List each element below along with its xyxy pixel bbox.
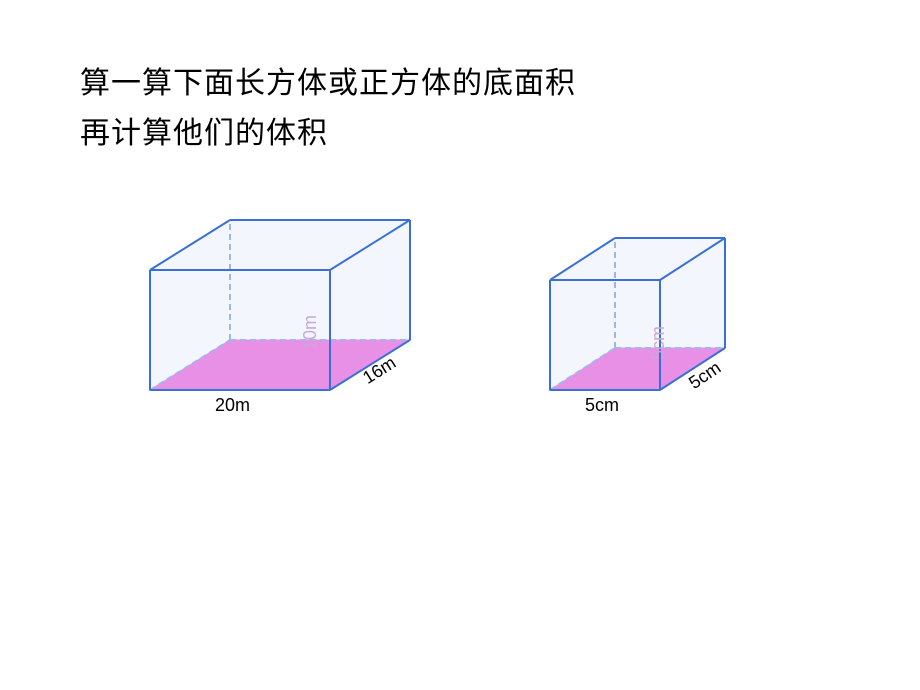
title-line-2: 再计算他们的体积 (80, 108, 328, 152)
cuboid-diagram: 20m 16m 10m (130, 200, 440, 430)
cube-svg (530, 220, 750, 430)
cuboid-height-label: 10m (300, 315, 321, 350)
title-line-1: 算一算下面长方体或正方体的底面积 (80, 58, 576, 102)
cube-diagram: 5cm 5cm 5cm (530, 220, 750, 430)
cuboid-length-label: 20m (215, 395, 250, 416)
cube-height-label: 5cm (648, 326, 669, 360)
cuboid-svg (130, 200, 440, 430)
cube-length-label: 5cm (585, 395, 619, 416)
diagrams-container: 20m 16m 10m 5cm 5cm 5cm (130, 200, 790, 460)
